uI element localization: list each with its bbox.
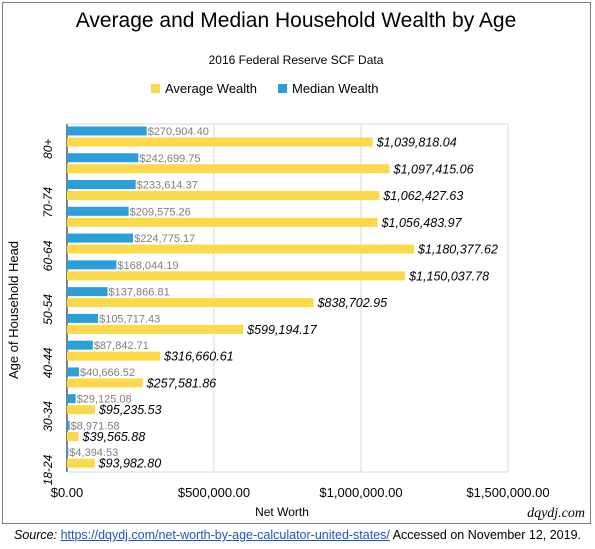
median-bar	[67, 394, 76, 404]
average-value-label: $39,565.88	[82, 430, 146, 444]
x-axis-title: Net Worth	[255, 505, 309, 519]
median-bar	[67, 340, 93, 350]
median-value-label: $4,394.53	[69, 447, 118, 459]
bar-chart: Average and Median Household Wealth by A…	[6, 9, 585, 521]
average-value-label: $1,062,427.63	[382, 189, 463, 203]
median-value-label: $209,575.26	[130, 206, 191, 218]
chart-title: Average and Median Household Wealth by A…	[76, 9, 517, 32]
average-value-label: $95,235.53	[98, 403, 162, 417]
y-tick-label: 70-74	[41, 187, 55, 218]
x-tick-label: $1,000,000.00	[319, 485, 402, 500]
legend-swatch-median	[278, 84, 287, 93]
average-bar	[67, 271, 406, 281]
average-value-label: $93,982.80	[98, 457, 162, 471]
chart-frame	[2, 2, 591, 524]
average-value-label: $1,056,483.97	[381, 216, 463, 230]
median-bar	[67, 367, 79, 377]
average-value-label: $1,097,415.06	[393, 162, 474, 176]
y-axis-title: Age of Household Head	[6, 241, 21, 379]
y-tick-label: 40-44	[41, 347, 55, 378]
median-bar	[67, 260, 117, 270]
average-bar	[67, 458, 95, 468]
average-bar	[67, 244, 415, 254]
median-bar	[67, 287, 108, 297]
y-tick-label: 60-64	[41, 240, 55, 271]
source-link[interactable]: https://dqydj.com/net-worth-by-age-calcu…	[60, 528, 390, 542]
y-tick-label: 50-54	[41, 294, 55, 325]
average-bar	[67, 137, 373, 147]
average-value-label: $1,150,037.78	[408, 269, 489, 283]
median-value-label: $87,842.71	[94, 340, 149, 352]
x-tick-label: $1,500,000.00	[466, 485, 549, 500]
legend-swatch-average	[151, 84, 160, 93]
average-bar	[67, 217, 378, 227]
y-tick-label: 18-24	[41, 454, 55, 485]
average-value-label: $316,660.61	[163, 350, 234, 364]
median-value-label: $29,125.08	[77, 394, 132, 406]
average-bar	[67, 191, 380, 201]
median-value-label: $242,699.75	[139, 153, 200, 165]
average-value-label: $1,039,818.04	[376, 136, 457, 150]
median-bar	[67, 153, 139, 163]
y-tick-label: 80+	[41, 139, 55, 159]
median-bar	[67, 206, 129, 216]
tick-labels: $0.00 $500,000.00 $1,000,000.00 $1,500,000.…	[41, 139, 550, 500]
median-bar	[67, 447, 69, 457]
average-value-label: $599,194.17	[246, 323, 318, 337]
median-bar	[67, 126, 147, 136]
median-value-label: $270,904.40	[148, 126, 209, 138]
average-value-label: $838,702.95	[317, 296, 388, 310]
median-value-label: $105,717.43	[99, 313, 160, 325]
average-value-label: $1,180,377.62	[417, 243, 498, 257]
average-bar	[67, 378, 143, 388]
average-bar	[67, 324, 244, 334]
average-bar	[67, 164, 390, 174]
y-tick-label: 30-34	[41, 401, 55, 432]
median-value-label: $224,775.17	[134, 233, 195, 245]
source-line: Source: https://dqydj.com/net-worth-by-a…	[0, 528, 595, 542]
source-label: Source:	[13, 528, 58, 542]
median-bar	[67, 233, 134, 243]
source-accessed: Accessed on November 12, 2019.	[392, 528, 581, 542]
average-bar	[67, 405, 95, 415]
chart-subtitle: 2016 Federal Reserve SCF Data	[209, 53, 384, 67]
x-tick-label: $0.00	[51, 485, 84, 500]
median-value-label: $137,866.81	[109, 287, 170, 299]
median-value-label: $233,614.37	[137, 180, 198, 192]
median-bar	[67, 420, 70, 430]
legend: Average Wealth Median Wealth	[151, 81, 378, 96]
median-bar	[67, 313, 99, 323]
median-value-label: $168,044.19	[117, 260, 178, 272]
average-value-label: $257,581.86	[146, 376, 217, 390]
median-value-label: $40,666.52	[80, 367, 135, 379]
bars	[67, 126, 415, 468]
legend-label-median: Median Wealth	[292, 81, 378, 96]
average-bar	[67, 431, 79, 441]
data-labels: $270,904.40 $1,039,818.04 $242,699.75 $1,09…	[69, 126, 498, 471]
legend-label-average: Average Wealth	[165, 81, 257, 96]
watermark: dqydj.com	[527, 506, 585, 521]
median-value-label: $8,971.58	[71, 420, 120, 432]
average-bar	[67, 298, 314, 308]
average-bar	[67, 351, 161, 361]
median-bar	[67, 180, 136, 190]
x-tick-label: $500,000.00	[178, 485, 250, 500]
